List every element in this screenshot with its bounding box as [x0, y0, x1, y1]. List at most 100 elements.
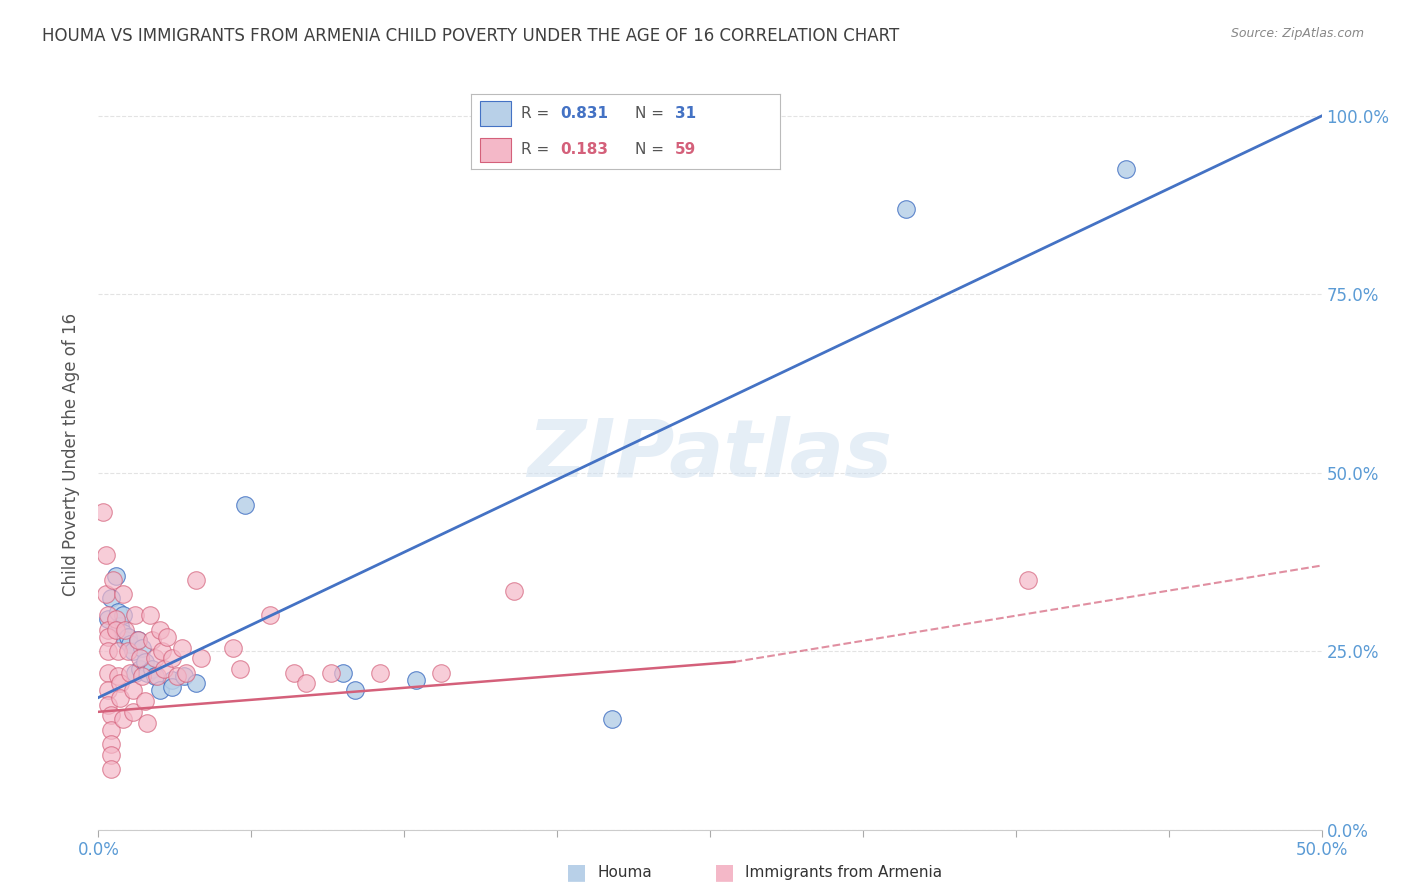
Point: [1115, 162, 1137, 177]
Point: [100, 747, 122, 762]
Point: [430, 665, 453, 680]
Point: [894, 202, 917, 216]
Point: [97, 665, 120, 680]
Text: Immigrants from Armenia: Immigrants from Armenia: [745, 865, 942, 880]
Point: [121, 644, 143, 658]
Point: [146, 669, 169, 683]
Point: [97, 612, 120, 626]
Point: [120, 665, 142, 680]
Text: R =: R =: [520, 106, 554, 121]
Point: [120, 637, 142, 651]
Point: [110, 676, 132, 690]
Y-axis label: Child Poverty Under the Age of 16: Child Poverty Under the Age of 16: [62, 313, 80, 597]
Point: [107, 669, 129, 683]
Text: Houma: Houma: [598, 865, 652, 880]
Point: [503, 583, 526, 598]
Point: [100, 591, 122, 605]
Point: [405, 673, 427, 687]
Point: [141, 633, 163, 648]
Point: [111, 712, 134, 726]
Point: [104, 569, 127, 583]
Point: [104, 623, 127, 637]
Point: [111, 626, 134, 640]
Point: [143, 651, 166, 665]
Point: [134, 655, 156, 669]
Point: [170, 640, 193, 655]
Point: [344, 683, 367, 698]
Point: [111, 587, 134, 601]
Point: [134, 694, 156, 708]
Point: [111, 608, 134, 623]
Point: [100, 723, 122, 737]
Point: [91, 505, 114, 519]
Text: 59: 59: [675, 142, 696, 157]
Point: [186, 676, 208, 690]
Text: 0.183: 0.183: [561, 142, 609, 157]
Point: [156, 630, 179, 644]
Point: [136, 665, 159, 680]
Point: [97, 644, 120, 658]
Point: [160, 673, 183, 687]
Point: [129, 651, 152, 665]
Point: [97, 683, 120, 698]
Point: [117, 644, 139, 658]
Point: [110, 690, 132, 705]
Point: [114, 633, 136, 648]
Point: [222, 640, 245, 655]
Bar: [481, 137, 512, 161]
Point: [153, 662, 176, 676]
Point: [166, 669, 188, 683]
Point: [186, 573, 208, 587]
Point: [107, 644, 129, 658]
Point: [94, 587, 117, 601]
Point: [124, 608, 146, 623]
Bar: [481, 101, 512, 126]
Point: [117, 630, 139, 644]
Point: [114, 623, 136, 637]
Point: [150, 644, 173, 658]
Point: [173, 669, 195, 683]
Point: [176, 665, 198, 680]
Point: [160, 651, 183, 665]
Point: [139, 608, 162, 623]
Point: [233, 498, 256, 512]
Point: [259, 608, 281, 623]
Text: 31: 31: [675, 106, 696, 121]
Point: [149, 683, 172, 698]
Point: [100, 708, 122, 723]
Point: [332, 665, 354, 680]
Point: [143, 669, 166, 683]
Point: [97, 608, 120, 623]
Point: [100, 737, 122, 751]
Point: [97, 630, 120, 644]
Point: [94, 548, 117, 562]
Point: [136, 715, 159, 730]
Point: [104, 612, 127, 626]
Text: N =: N =: [636, 142, 669, 157]
Point: [600, 712, 623, 726]
Text: Source: ZipAtlas.com: Source: ZipAtlas.com: [1230, 27, 1364, 40]
Point: [107, 605, 129, 619]
Point: [1017, 573, 1039, 587]
Text: 0.831: 0.831: [561, 106, 609, 121]
Point: [97, 698, 120, 712]
Point: [131, 640, 153, 655]
Text: ZIPatlas: ZIPatlas: [527, 416, 893, 494]
Point: [319, 665, 342, 680]
Text: ■: ■: [567, 863, 586, 882]
Text: R =: R =: [520, 142, 554, 157]
Point: [295, 676, 318, 690]
Point: [121, 683, 143, 698]
Point: [97, 623, 120, 637]
Point: [110, 619, 132, 633]
Point: [141, 662, 163, 676]
Point: [368, 665, 391, 680]
Point: [190, 651, 212, 665]
Point: [121, 705, 143, 719]
Point: [229, 662, 252, 676]
Text: N =: N =: [636, 106, 669, 121]
Point: [131, 669, 153, 683]
Point: [129, 662, 152, 676]
Point: [283, 665, 305, 680]
Point: [127, 633, 149, 648]
